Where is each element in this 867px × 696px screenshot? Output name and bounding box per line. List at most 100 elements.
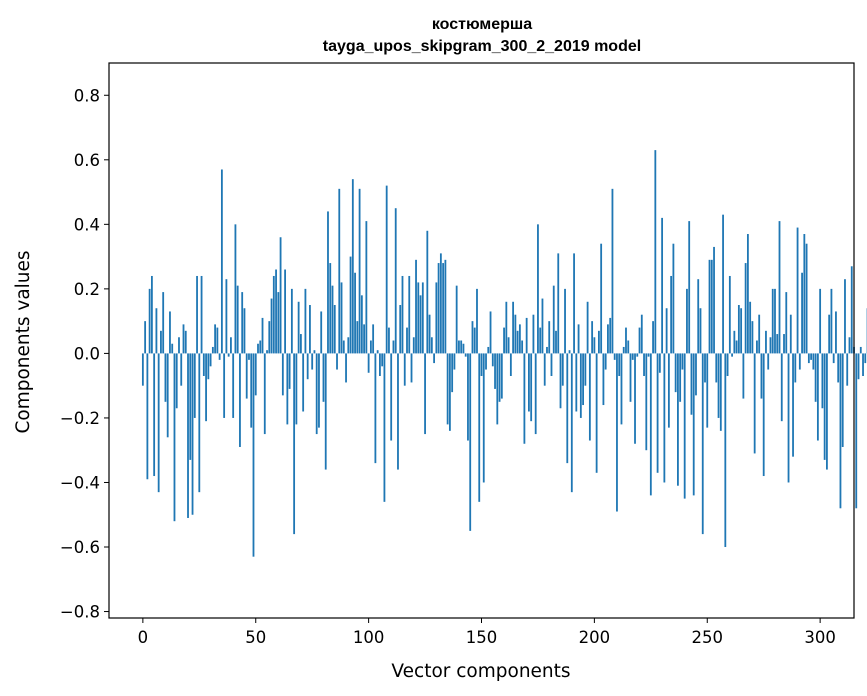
x-tick-label: 250 <box>692 628 724 647</box>
bar-component-171 <box>528 353 530 412</box>
bar-component-103 <box>374 353 377 464</box>
bar-component-316 <box>855 353 858 509</box>
bar-component-308 <box>837 353 840 383</box>
bar-component-144 <box>467 353 469 441</box>
bar-series <box>141 150 867 557</box>
bar-component-191 <box>573 253 575 354</box>
bar-component-309 <box>839 353 842 509</box>
bar-component-265 <box>740 308 743 354</box>
bar-component-114 <box>399 305 402 354</box>
bar-component-98 <box>363 324 366 354</box>
bar-component-149 <box>478 353 481 502</box>
bar-component-233 <box>667 353 670 428</box>
bar-component-123 <box>419 295 422 354</box>
bar-component-153 <box>487 346 490 354</box>
bar-component-263 <box>735 340 738 354</box>
bar-component-313 <box>848 337 851 354</box>
bar-component-305 <box>830 288 833 354</box>
bar-component-3 <box>148 288 151 354</box>
bar-component-279 <box>771 288 774 354</box>
bar-component-44 <box>241 292 244 354</box>
bar-component-289 <box>794 353 797 383</box>
bar-component-157 <box>496 353 499 425</box>
bar-component-293 <box>803 234 806 354</box>
plot-area-frame <box>108 62 855 619</box>
bar-component-161 <box>505 301 508 354</box>
bar-component-231 <box>663 353 666 483</box>
bar-component-230 <box>661 217 664 354</box>
bar-component-122 <box>417 282 420 354</box>
bar-component-237 <box>677 353 679 486</box>
bar-component-140 <box>458 340 460 354</box>
bar-component-138 <box>453 353 456 370</box>
bar-component-17 <box>180 353 183 386</box>
bar-component-35 <box>220 169 223 354</box>
bar-component-74 <box>309 305 311 354</box>
bar-component-115 <box>401 275 404 354</box>
bar-component-314 <box>850 266 853 354</box>
bar-component-286 <box>787 353 790 483</box>
bar-component-10 <box>164 353 167 402</box>
bar-component-280 <box>774 288 776 354</box>
bar-component-240 <box>683 353 686 499</box>
bar-component-82 <box>327 211 329 354</box>
bar-component-105 <box>379 353 381 376</box>
bar-component-110 <box>390 353 393 441</box>
bar-component-170 <box>525 317 528 354</box>
bar-component-142 <box>462 343 465 354</box>
bar-component-53 <box>261 317 264 354</box>
bar-component-64 <box>286 353 289 425</box>
bar-component-242 <box>688 221 691 354</box>
bar-component-43 <box>239 353 241 447</box>
bar-component-278 <box>769 337 772 354</box>
bar-component-260 <box>728 275 731 354</box>
bar-component-292 <box>801 272 803 354</box>
bar-component-75 <box>311 353 314 370</box>
bar-component-36 <box>223 353 226 418</box>
y-tick-label: 0.0 <box>74 344 100 363</box>
bar-component-102 <box>372 324 375 354</box>
bar-component-45 <box>243 308 246 354</box>
bar-component-28 <box>205 353 207 422</box>
bar-component-125 <box>424 353 426 435</box>
bar-component-180 <box>548 321 551 354</box>
y-tick-label: 0.2 <box>74 280 100 299</box>
x-axis-label: Vector components <box>391 661 570 682</box>
bar-component-38 <box>227 353 230 357</box>
bar-component-84 <box>331 285 334 354</box>
bar-component-234 <box>670 275 673 354</box>
bar-component-145 <box>469 353 472 531</box>
bar-component-21 <box>189 353 192 460</box>
bar-component-83 <box>329 263 332 354</box>
bar-component-152 <box>485 353 487 370</box>
bar-component-33 <box>216 327 219 354</box>
y-axis-ticks: −0.8 −0.6 −0.4 −0.2 0.0 0.2 0.4 0.6 0.8 <box>60 86 109 622</box>
bar-component-217 <box>631 353 634 360</box>
bar-component-96 <box>358 188 361 354</box>
bar-component-212 <box>620 353 623 425</box>
bar-component-136 <box>448 353 451 431</box>
bar-component-156 <box>494 353 496 389</box>
bar-component-5 <box>153 353 156 477</box>
bar-component-187 <box>564 288 566 354</box>
bar-component-159 <box>500 353 503 399</box>
x-tick-label: 0 <box>138 628 149 647</box>
bar-component-175 <box>537 224 539 354</box>
bar-component-126 <box>426 230 429 354</box>
bar-component-174 <box>534 353 537 435</box>
bar-component-41 <box>234 224 237 354</box>
bar-component-46 <box>245 353 248 399</box>
x-axis-ticks: 0 50 100 150 200 250 300 <box>138 618 836 647</box>
x-tick-label: 100 <box>353 628 385 647</box>
bar-component-229 <box>658 353 661 373</box>
bar-component-169 <box>523 353 526 444</box>
bar-component-317 <box>857 353 860 380</box>
bar-component-39 <box>230 337 232 354</box>
bar-component-158 <box>498 353 501 402</box>
bar-component-277 <box>767 353 770 370</box>
bar-component-11 <box>166 353 169 438</box>
bar-component-244 <box>692 353 695 496</box>
bar-component-164 <box>512 301 515 354</box>
bar-component-303 <box>826 353 828 470</box>
